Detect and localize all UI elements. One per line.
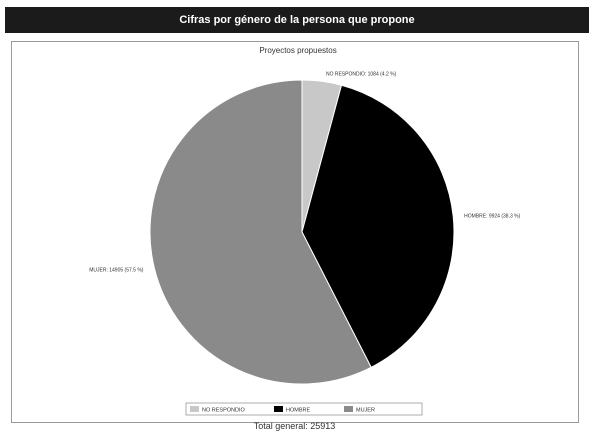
total-text: Total general: 25913: [253, 421, 336, 431]
legend-label-no-respondio: NO RESPONDIO: [202, 408, 246, 414]
legend-swatch-no-respondio: [190, 406, 199, 412]
chart-legend: NO RESPONDIO HOMBRE MUJER: [185, 402, 423, 416]
chart-title: Proyectos propuestos: [259, 46, 336, 55]
slice-label-mujer: MUJER: 14905 (57.5 %): [89, 267, 144, 273]
legend-label-mujer: MUJER: [356, 408, 375, 414]
legend-swatch-hombre: [274, 406, 283, 412]
pie-slices: [149, 79, 455, 385]
slice-label-no-respondio: NO RESPONDIO: 1084 (4.2 %): [326, 71, 397, 77]
pie-slice-hombre: [301, 84, 455, 369]
pie-slice-mujer: [149, 79, 372, 385]
slice-labels: NO RESPONDIO: 1084 (4.2 %) HOMBRE: 9924 (…: [89, 71, 520, 273]
slice-label-hombre: HOMBRE: 9924 (38.3 %): [464, 213, 520, 219]
page-title: Cifras por género de la persona que prop…: [179, 14, 415, 26]
legend-label-hombre: HOMBRE: [286, 408, 310, 414]
legend-swatch-mujer: [344, 406, 353, 412]
page-header: Cifras por género de la persona que prop…: [5, 7, 589, 33]
total-footer: Total general: 25913: [0, 421, 589, 431]
legend-box: [185, 402, 423, 416]
